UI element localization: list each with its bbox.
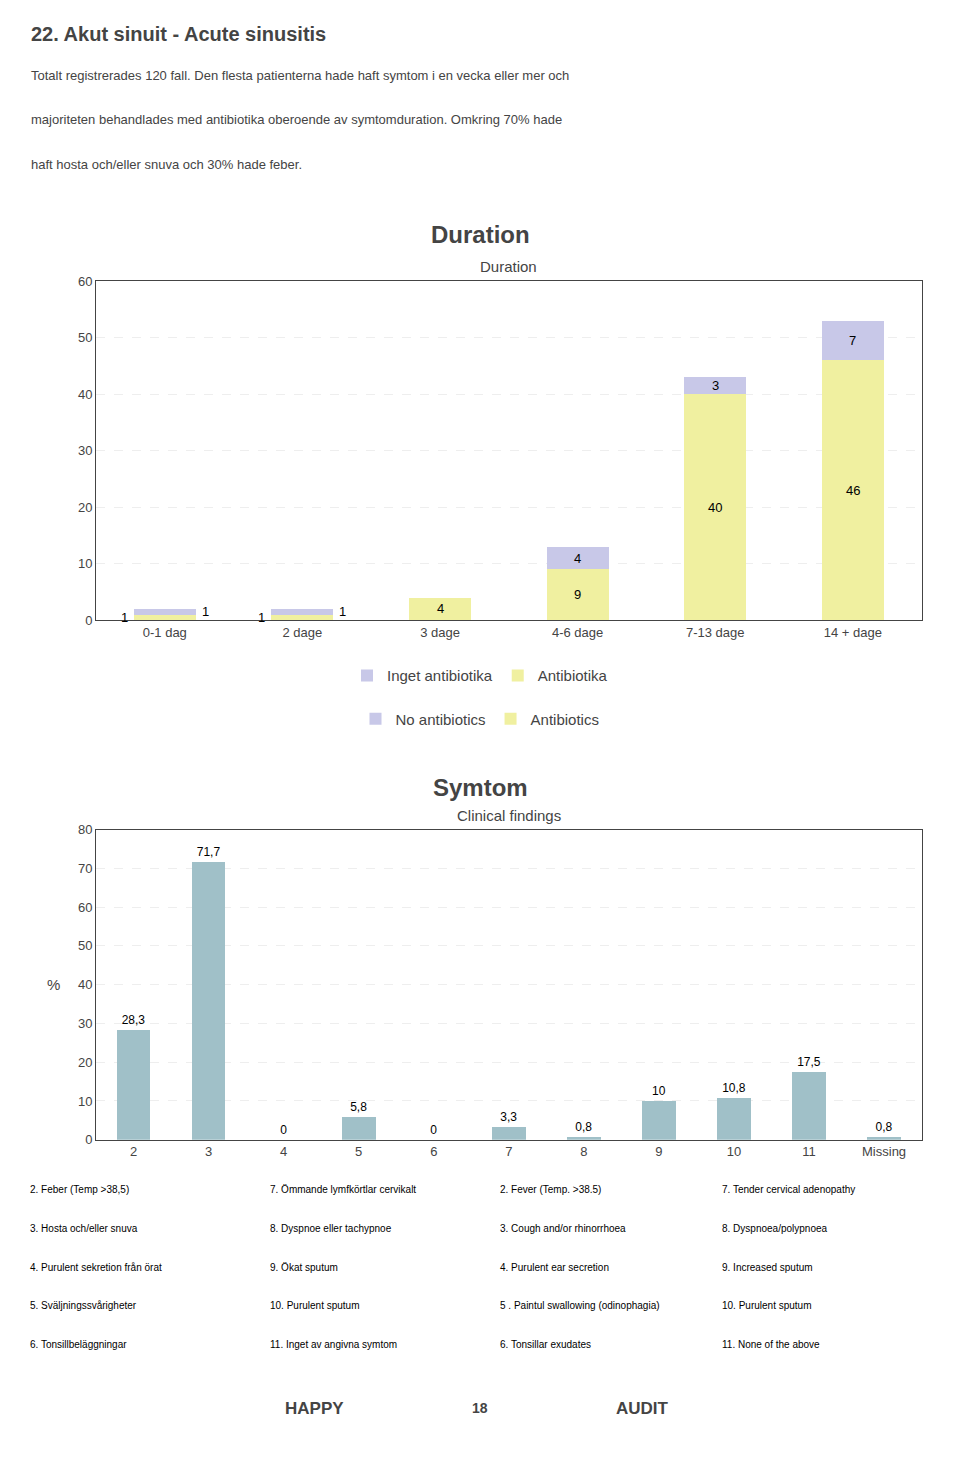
svg-text:3,3: 3,3 <box>500 1110 517 1124</box>
svg-text:Duration: Duration <box>431 221 530 248</box>
svg-text:8. Dyspnoea/polypnoea: 8. Dyspnoea/polypnoea <box>722 1223 828 1234</box>
svg-text:5,8: 5,8 <box>350 1100 367 1114</box>
svg-text:2 dage: 2 dage <box>283 625 323 640</box>
svg-text:28,3: 28,3 <box>122 1013 146 1027</box>
svg-text:7. Tender cervical adenopathy: 7. Tender cervical adenopathy <box>722 1184 855 1195</box>
svg-text:4-6 dage: 4-6 dage <box>552 625 603 640</box>
svg-text:6. Tonsillbeläggningar: 6. Tonsillbeläggningar <box>30 1339 127 1350</box>
svg-text:1: 1 <box>339 604 346 619</box>
svg-text:%: % <box>47 976 60 993</box>
svg-text:0-1 dag: 0-1 dag <box>143 625 187 640</box>
svg-text:majoriteten behandlades med an: majoriteten behandlades med antibiotika … <box>31 112 562 127</box>
svg-text:9: 9 <box>574 587 581 602</box>
svg-text:0: 0 <box>430 1123 437 1137</box>
svg-text:2: 2 <box>130 1144 137 1159</box>
svg-text:Clinical findings: Clinical findings <box>457 807 561 824</box>
svg-text:50: 50 <box>78 330 92 345</box>
svg-text:0: 0 <box>85 1132 92 1147</box>
svg-text:Inget antibiotika: Inget antibiotika <box>387 667 493 684</box>
svg-text:20: 20 <box>78 500 92 515</box>
svg-text:haft hosta och/eller snuva och: haft hosta och/eller snuva och 30% hade … <box>31 157 302 172</box>
svg-text:3 dage: 3 dage <box>420 625 460 640</box>
svg-text:4: 4 <box>437 601 444 616</box>
svg-text:3: 3 <box>205 1144 212 1159</box>
svg-text:40: 40 <box>78 977 92 992</box>
svg-text:6. Tonsillar exudates: 6. Tonsillar exudates <box>500 1339 591 1350</box>
svg-text:11. Inget av angivna symtom: 11. Inget av angivna symtom <box>270 1339 397 1350</box>
svg-text:10: 10 <box>78 556 92 571</box>
svg-text:60: 60 <box>78 900 92 915</box>
svg-text:AUDIT: AUDIT <box>616 1399 669 1418</box>
svg-text:No antibiotics: No antibiotics <box>396 711 486 728</box>
svg-text:0: 0 <box>85 613 92 628</box>
svg-text:1: 1 <box>258 610 265 625</box>
svg-text:5. Sväljningssvårigheter: 5. Sväljningssvårigheter <box>30 1300 137 1311</box>
svg-text:10: 10 <box>652 1084 666 1098</box>
svg-text:9. Ökat sputum: 9. Ökat sputum <box>270 1262 338 1273</box>
svg-text:Antibiotika: Antibiotika <box>538 667 608 684</box>
svg-text:HAPPY: HAPPY <box>285 1399 344 1418</box>
svg-text:7-13 dage: 7-13 dage <box>686 625 745 640</box>
svg-text:4. Purulent ear secretion: 4. Purulent ear secretion <box>500 1262 609 1273</box>
svg-text:3. Cough and/or rhinorrhoea: 3. Cough and/or rhinorrhoea <box>500 1223 626 1234</box>
svg-text:46: 46 <box>846 483 860 498</box>
svg-text:9. Increased sputum: 9. Increased sputum <box>722 1262 813 1273</box>
svg-text:4: 4 <box>280 1144 287 1159</box>
svg-text:0,8: 0,8 <box>575 1120 592 1134</box>
svg-text:4. Purulent sekretion från öra: 4. Purulent sekretion från örat <box>30 1262 162 1273</box>
svg-text:Missing: Missing <box>862 1144 906 1159</box>
svg-text:8. Dyspnoe eller tachypnoe: 8. Dyspnoe eller tachypnoe <box>270 1223 392 1234</box>
svg-text:30: 30 <box>78 1016 92 1031</box>
svg-text:11. None of the above: 11. None of the above <box>722 1339 820 1350</box>
svg-text:3: 3 <box>712 378 719 393</box>
svg-text:Symtom: Symtom <box>433 774 528 801</box>
svg-text:10. Purulent sputum: 10. Purulent sputum <box>722 1300 812 1311</box>
svg-text:1: 1 <box>202 604 209 619</box>
svg-text:7: 7 <box>505 1144 512 1159</box>
svg-text:80: 80 <box>78 822 92 837</box>
svg-text:11: 11 <box>802 1144 816 1159</box>
svg-text:1: 1 <box>121 610 128 625</box>
svg-text:10. Purulent sputum: 10. Purulent sputum <box>270 1300 360 1311</box>
svg-text:9: 9 <box>655 1144 662 1159</box>
svg-text:6: 6 <box>430 1144 437 1159</box>
svg-text:14 + dage: 14 + dage <box>824 625 882 640</box>
svg-text:22. Akut sinuit - Acute sinusi: 22. Akut sinuit - Acute sinusitis <box>31 23 326 45</box>
svg-text:Antibiotics: Antibiotics <box>531 711 599 728</box>
svg-text:Duration: Duration <box>480 258 537 275</box>
svg-text:10: 10 <box>727 1144 741 1159</box>
svg-text:3. Hosta och/eller snuva: 3. Hosta och/eller snuva <box>30 1223 138 1234</box>
svg-text:60: 60 <box>78 274 92 289</box>
svg-text:30: 30 <box>78 443 92 458</box>
svg-text:50: 50 <box>78 938 92 953</box>
svg-text:7. Ömmande lymfkörtlar cervika: 7. Ömmande lymfkörtlar cervikalt <box>270 1184 416 1195</box>
svg-text:4: 4 <box>574 551 581 566</box>
svg-text:17,5: 17,5 <box>797 1055 821 1069</box>
svg-text:10,8: 10,8 <box>722 1081 746 1095</box>
svg-text:18: 18 <box>472 1400 488 1416</box>
svg-text:2. Fever (Temp. >38.5): 2. Fever (Temp. >38.5) <box>500 1184 601 1195</box>
svg-text:Totalt registrerades 120 fall.: Totalt registrerades 120 fall. Den flest… <box>31 68 569 83</box>
svg-text:40: 40 <box>708 500 722 515</box>
svg-text:0: 0 <box>280 1123 287 1137</box>
svg-text:2. Feber (Temp >38,5): 2. Feber (Temp >38,5) <box>30 1184 129 1195</box>
svg-text:0,8: 0,8 <box>876 1120 893 1134</box>
svg-text:10: 10 <box>78 1094 92 1109</box>
svg-text:8: 8 <box>580 1144 587 1159</box>
svg-text:70: 70 <box>78 861 92 876</box>
svg-text:71,7: 71,7 <box>197 845 221 859</box>
svg-text:7: 7 <box>849 333 856 348</box>
svg-text:5: 5 <box>355 1144 362 1159</box>
svg-text:40: 40 <box>78 387 92 402</box>
svg-text:20: 20 <box>78 1055 92 1070</box>
svg-text:5 . Paintul swallowing (odinop: 5 . Paintul swallowing (odinophagia) <box>500 1300 660 1311</box>
